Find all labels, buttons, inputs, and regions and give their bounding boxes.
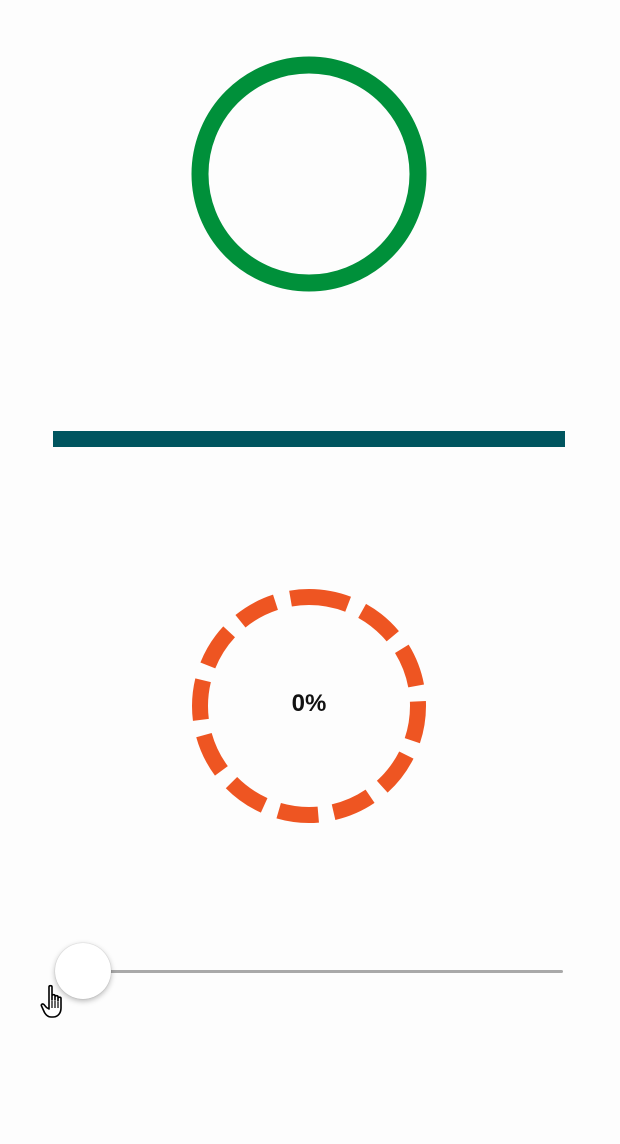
slider-thumb[interactable] bbox=[55, 943, 111, 999]
progress-percent-label: 0% bbox=[291, 690, 327, 717]
linear-progress-bar bbox=[53, 431, 565, 447]
progress-slider[interactable] bbox=[55, 942, 563, 1000]
linear-progress-bar-fill bbox=[53, 431, 565, 447]
hand-pointer-icon bbox=[40, 984, 62, 1018]
dashed-circular-progress: 0% bbox=[190, 587, 428, 825]
dashed-circular-progress-ring bbox=[192, 589, 426, 823]
slider-track[interactable] bbox=[79, 970, 563, 973]
dashed-circular-progress-track bbox=[192, 589, 426, 823]
circular-progress-ring-track bbox=[191, 56, 427, 292]
circular-progress-ring bbox=[191, 56, 427, 292]
